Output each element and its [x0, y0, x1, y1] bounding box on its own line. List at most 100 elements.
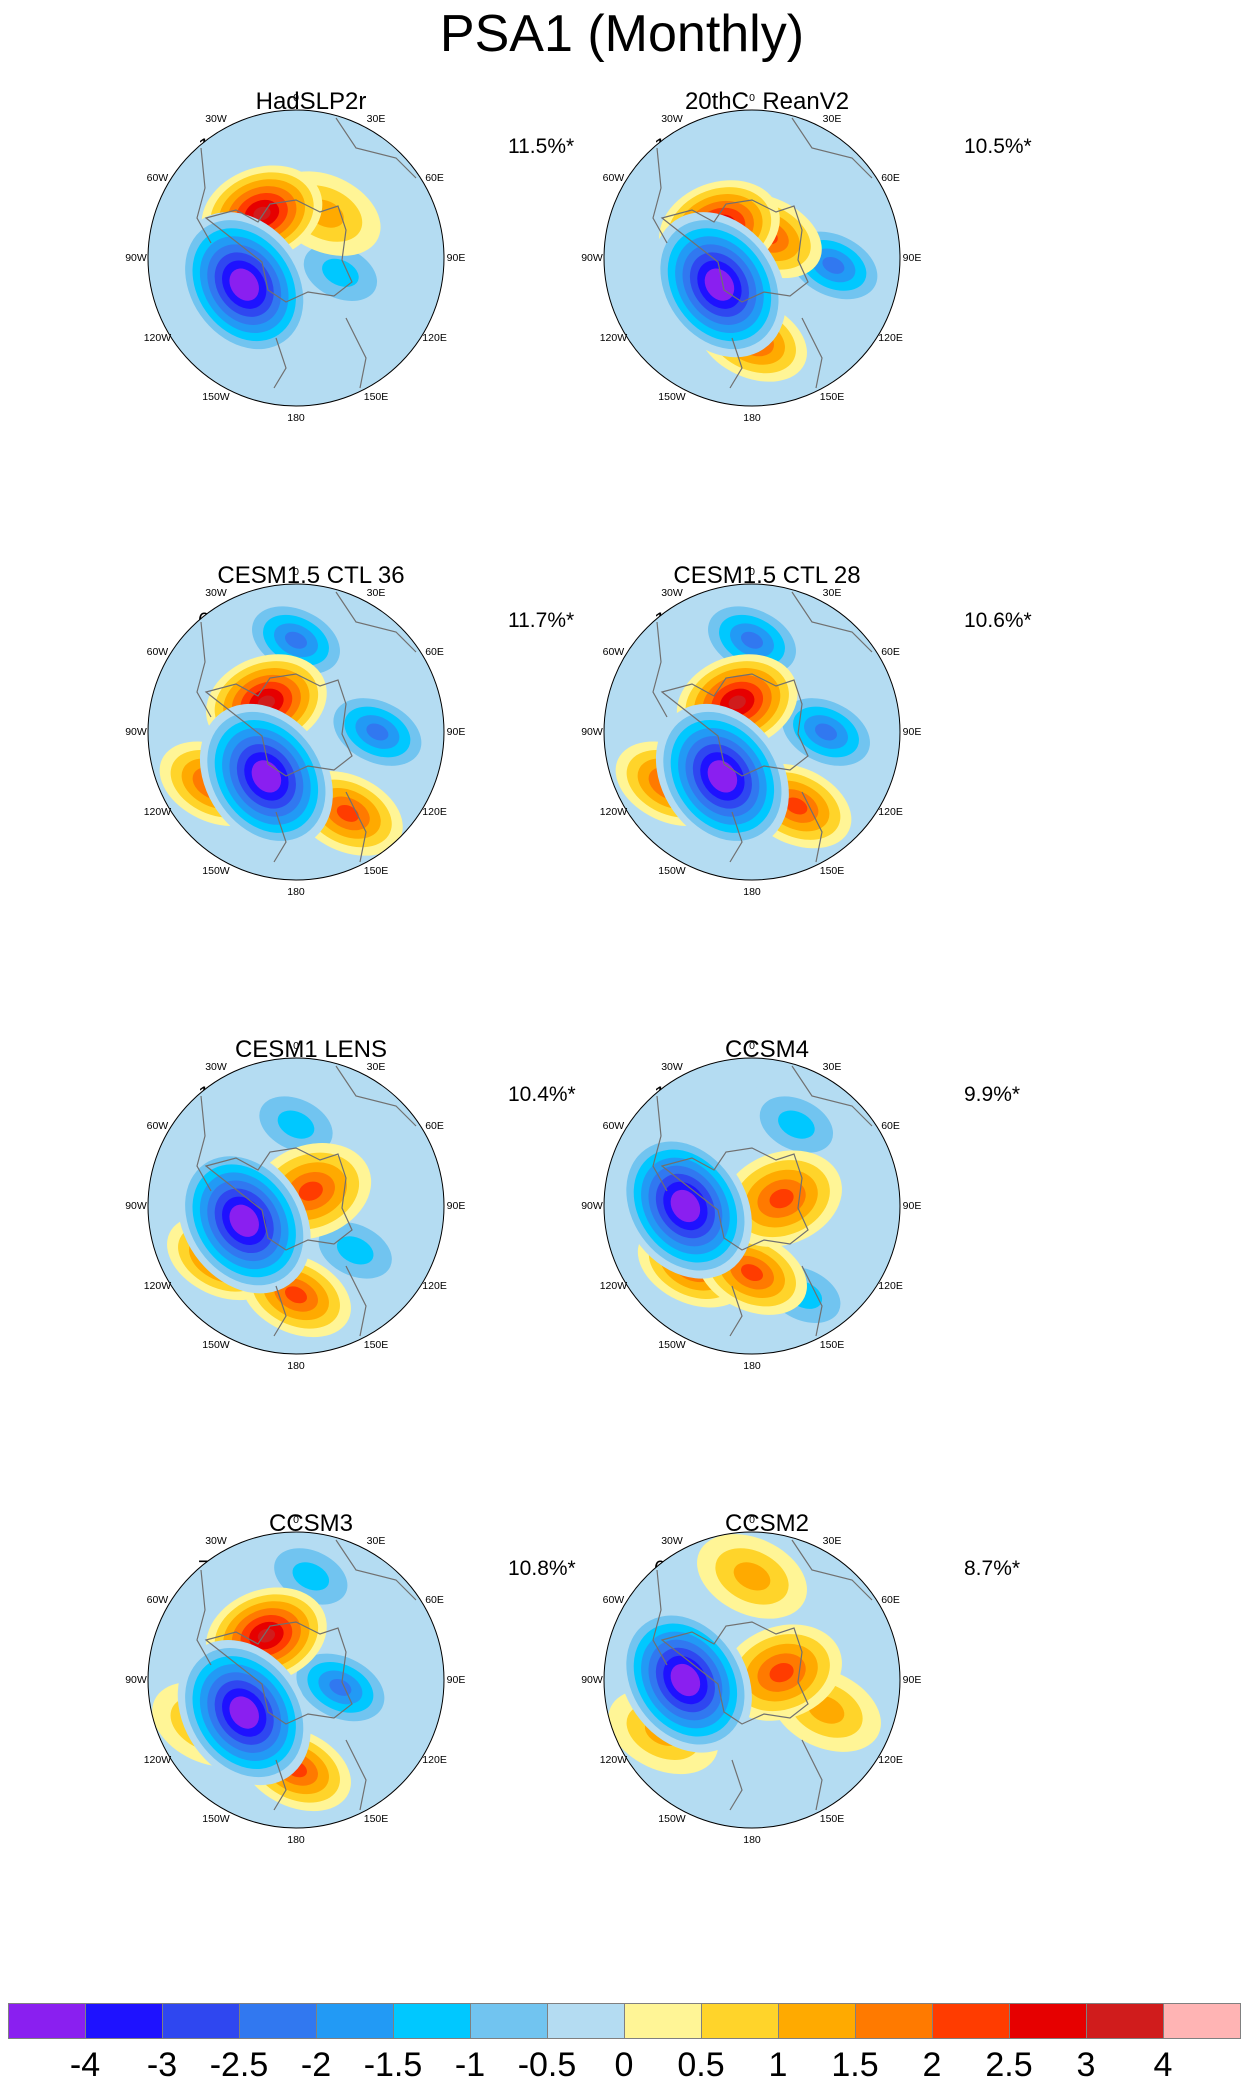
longitude-label: 150E: [819, 1812, 845, 1825]
anomaly-band: [336, 1236, 374, 1265]
map-panel: CCSM3700-79910.8%*030E60E90E120E150E1801…: [0, 1422, 622, 1897]
anomaly-band: [366, 723, 389, 741]
longitude-label: 60E: [425, 646, 444, 658]
longitude-label: 180: [743, 1360, 761, 1372]
negative-anomaly-center: [229, 268, 259, 301]
longitude-label: 30W: [205, 587, 227, 600]
colorbar-tick-label: -3: [146, 2046, 178, 2084]
colorbar-tick-label: -1.5: [363, 2046, 423, 2084]
map-panel: CESM1 LENS1500-159910.4%*030E60E90E120E1…: [0, 948, 622, 1423]
longitude-label: 60W: [602, 1120, 625, 1132]
longitude-label: 90W: [581, 1200, 603, 1212]
longitude-label: 60E: [881, 1120, 900, 1132]
longitude-label: 150W: [202, 864, 230, 877]
longitude-label: 30W: [661, 113, 683, 126]
colorbar-tick-label: 1: [768, 2046, 788, 2084]
map-panel: CCSM41200-12999.9%*030E60E90E120E150E180…: [456, 948, 1078, 1423]
shaded-field: [148, 110, 444, 406]
longitude-label: 150W: [658, 1338, 686, 1351]
longitude-label: 120E: [878, 1754, 903, 1766]
longitude-label: 150W: [202, 1812, 230, 1825]
coastline: [196, 1539, 417, 1811]
longitude-label: 0: [293, 1514, 299, 1526]
longitude-label: 0: [749, 566, 755, 578]
colorbar-tick-label: -1: [454, 2046, 486, 2084]
map-boundary-circle: [603, 1531, 901, 1829]
shaded-field: [148, 584, 444, 880]
shaded-field: [604, 1058, 900, 1354]
longitude-label: 90W: [125, 726, 147, 738]
panel-variance: 11.5%*: [508, 135, 575, 158]
longitude-label: 0: [293, 566, 299, 578]
colorbar-tick-label: 0: [614, 2046, 634, 2084]
longitude-label: 60W: [146, 1594, 169, 1606]
coastline: [196, 591, 417, 863]
longitude-label: 120W: [143, 1754, 172, 1766]
longitude-label: 180: [287, 1834, 305, 1846]
panel-variance: 11.7%*: [508, 609, 575, 632]
map-boundary-circle: [603, 109, 901, 407]
longitude-label: 150E: [363, 390, 389, 403]
anomaly-band: [741, 1264, 763, 1282]
colorbar-swatch: [855, 2003, 933, 2039]
map-boundary-circle: [603, 1057, 901, 1355]
longitude-label: 90E: [902, 1674, 922, 1686]
longitude-label: 180: [743, 886, 761, 898]
longitude-label: 60W: [602, 172, 625, 184]
polar-stereographic-map: [147, 109, 445, 407]
anomaly-band: [285, 631, 307, 649]
positive-anomaly-center: [769, 1188, 794, 1209]
longitude-label: 150E: [819, 1338, 845, 1351]
longitude-label: 60W: [602, 646, 625, 658]
negative-anomaly-center: [229, 1204, 259, 1237]
colorbar-tick-label: 1.5: [831, 2046, 879, 2084]
panel-variance: 10.4%*: [508, 1083, 576, 1106]
longitude-label: 120W: [599, 806, 628, 818]
anomaly-band: [322, 258, 359, 287]
longitude-label: 90E: [446, 1674, 466, 1686]
longitude-label: 30W: [661, 587, 683, 600]
longitude-label: 0: [749, 92, 755, 104]
positive-anomaly-center: [728, 695, 746, 710]
polar-stereographic-map: [147, 1531, 445, 1829]
longitude-label: 90W: [581, 252, 603, 264]
longitude-label: 180: [743, 412, 761, 424]
map-boundary-circle: [603, 583, 901, 881]
anomaly-band: [815, 723, 837, 741]
anomaly-band: [733, 1562, 771, 1591]
longitude-label: 30E: [822, 1061, 842, 1074]
longitude-label: 60E: [881, 1594, 900, 1606]
longitude-label: 0: [749, 1514, 755, 1526]
longitude-label: 60E: [425, 1120, 444, 1132]
longitude-label: 30E: [366, 1061, 386, 1074]
polar-stereographic-map: [603, 109, 901, 407]
longitude-label: 90W: [581, 1674, 603, 1686]
polar-stereographic-map: [603, 1057, 901, 1355]
colorbar-tick-label: 0.5: [677, 2046, 725, 2084]
longitude-label: 90W: [125, 1200, 147, 1212]
negative-anomaly-center: [670, 1189, 701, 1223]
longitude-label: 60E: [425, 1594, 444, 1606]
polar-stereographic-map: [603, 583, 901, 881]
longitude-label: 120E: [878, 806, 903, 818]
longitude-label: 90W: [125, 1674, 147, 1686]
panel-variance: 10.8%*: [508, 1557, 576, 1580]
longitude-label: 0: [749, 1040, 755, 1052]
longitude-label: 90E: [446, 726, 466, 738]
longitude-label: 60E: [881, 646, 900, 658]
anomaly-band: [785, 797, 808, 815]
longitude-label: 150W: [202, 390, 230, 403]
colorbar-swatch: [624, 2003, 702, 2039]
panel-variance: 10.6%*: [964, 609, 1032, 632]
colorbar-swatch: [162, 2003, 240, 2039]
longitude-label: 150W: [202, 1338, 230, 1351]
colorbar: [8, 2003, 1241, 2039]
colorbar-swatch: [239, 2003, 317, 2039]
polar-stereographic-map: [603, 1531, 901, 1829]
longitude-label: 180: [743, 1834, 761, 1846]
map-boundary-circle: [147, 583, 445, 881]
coastline: [652, 117, 873, 389]
longitude-label: 30W: [205, 1535, 227, 1548]
colorbar-tick-label: -2: [300, 2046, 332, 2084]
anomaly-band: [778, 1110, 815, 1139]
